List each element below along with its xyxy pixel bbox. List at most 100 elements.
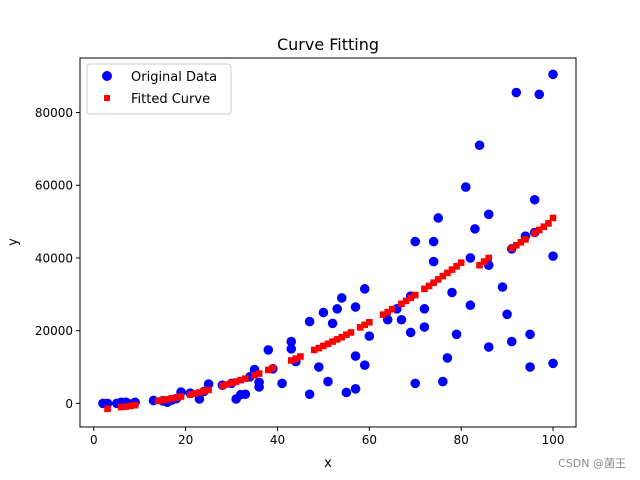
fitted-curve-point xyxy=(434,276,442,283)
fitted-curve-point xyxy=(168,394,176,402)
original-data-point xyxy=(318,307,329,318)
original-data-point xyxy=(240,389,251,400)
original-data-point xyxy=(529,194,540,205)
y-axis-label: y xyxy=(6,238,21,246)
fitted-curve-point xyxy=(104,405,111,413)
fitted-curve-point xyxy=(517,239,525,246)
fitted-curve-point xyxy=(356,324,364,331)
y-axis: 0 20000 40000 60000 80000 xyxy=(35,106,80,411)
x-tick-label: 100 xyxy=(542,433,565,447)
original-data-point xyxy=(350,302,361,312)
fitted-curve-point xyxy=(232,378,240,385)
original-data-point xyxy=(396,314,407,325)
plot-frame xyxy=(79,57,577,428)
fitted-curve-point xyxy=(228,379,235,387)
original-data-point xyxy=(534,89,545,100)
fitted-curve-point xyxy=(361,321,369,329)
fitted-curve-point xyxy=(485,254,493,262)
y-tick-label: 60000 xyxy=(35,179,73,193)
original-data-point xyxy=(470,224,480,234)
fitted-curve-point xyxy=(384,308,392,316)
fitted-curve-point xyxy=(457,259,465,266)
legend-label-fitted: Fitted Curve xyxy=(131,92,210,107)
original-data-point xyxy=(410,236,421,247)
fitted-curve-point xyxy=(480,258,488,265)
fitted-curve-point xyxy=(223,381,231,388)
original-data-point xyxy=(304,389,315,400)
fitted-curve-point xyxy=(200,387,208,395)
original-data-point xyxy=(428,236,439,247)
original-data-point xyxy=(277,378,287,389)
original-data-point xyxy=(336,293,347,303)
fitted-curve-point xyxy=(545,220,552,227)
fitted-curve-point xyxy=(347,329,355,336)
original-data-point xyxy=(350,351,361,361)
legend: Original Data Fitted Curve xyxy=(86,63,232,115)
fitted-curve-point xyxy=(402,297,410,305)
fitted-curve-point xyxy=(287,357,295,364)
fitted-curve-point xyxy=(163,396,171,403)
original-data-point xyxy=(548,251,558,261)
fitted-curve-point xyxy=(269,364,277,372)
original-data-point xyxy=(548,69,558,80)
original-data-point xyxy=(410,378,421,389)
fitted-curve-point xyxy=(343,331,350,338)
fitted-curve-point xyxy=(476,261,483,269)
fitted-curve-point xyxy=(448,266,456,273)
fitted-curve-point xyxy=(324,340,332,348)
fitted-curve-point xyxy=(549,214,557,222)
original-data-point xyxy=(428,256,439,267)
fitted-curve-point xyxy=(315,344,323,352)
original-data-point xyxy=(506,336,517,347)
fitted-curve-point xyxy=(366,318,373,326)
original-data-point xyxy=(497,282,508,292)
original-data-point xyxy=(332,304,342,314)
x-tick-label: 40 xyxy=(270,433,285,447)
fitted-curve-point xyxy=(411,291,419,299)
original-data-point xyxy=(263,345,274,355)
y-tick-label: 20000 xyxy=(35,324,73,338)
fitted-curve-point xyxy=(118,403,125,411)
legend-box xyxy=(86,63,232,115)
fitted-curve-point xyxy=(191,390,199,397)
original-data-point xyxy=(483,342,494,352)
original-data-point xyxy=(286,344,297,354)
fitted-curve-point xyxy=(292,355,300,362)
y-tick-label: 80000 xyxy=(35,106,73,120)
original-data-point xyxy=(405,327,416,338)
fitted-curve-point xyxy=(333,336,341,343)
fitted-curve-point xyxy=(522,236,529,243)
fitted-curve-point xyxy=(242,375,249,382)
original-data-point xyxy=(465,300,476,311)
fitted-curve-point xyxy=(338,333,346,341)
original-data-point xyxy=(323,376,333,387)
fitted-curve-point xyxy=(379,311,387,318)
fitted-curve-point xyxy=(237,376,245,384)
fitted-curve-point xyxy=(398,300,405,308)
original-data-point xyxy=(327,318,338,329)
fitted-curve-point xyxy=(297,353,304,360)
fitted-curve-point xyxy=(320,342,327,350)
fitted-curve-point xyxy=(329,338,336,345)
fitted-curve-point xyxy=(196,389,203,396)
original-data-point xyxy=(341,387,352,398)
watermark: CSDN @菌王 xyxy=(558,457,626,470)
x-tick-label: 0 xyxy=(90,433,98,447)
fitted-curve-point xyxy=(430,279,437,286)
original-data-point xyxy=(314,362,324,372)
original-data-point xyxy=(548,358,558,369)
fitted-curve-point xyxy=(154,397,162,405)
original-data-point xyxy=(359,360,370,370)
original-data-point xyxy=(433,213,444,223)
legend-marker-fitted xyxy=(104,95,110,101)
original-data-point xyxy=(502,309,512,320)
x-tick-label: 20 xyxy=(178,433,193,447)
original-data-point xyxy=(203,379,214,389)
fitted-curve-point xyxy=(159,396,166,404)
fitted-curve-point xyxy=(421,285,428,293)
chart-title: Curve Fitting xyxy=(277,35,379,54)
original-data-point xyxy=(474,140,485,151)
fitted-curve-point xyxy=(407,294,414,302)
fitted-curve-point xyxy=(512,241,520,249)
